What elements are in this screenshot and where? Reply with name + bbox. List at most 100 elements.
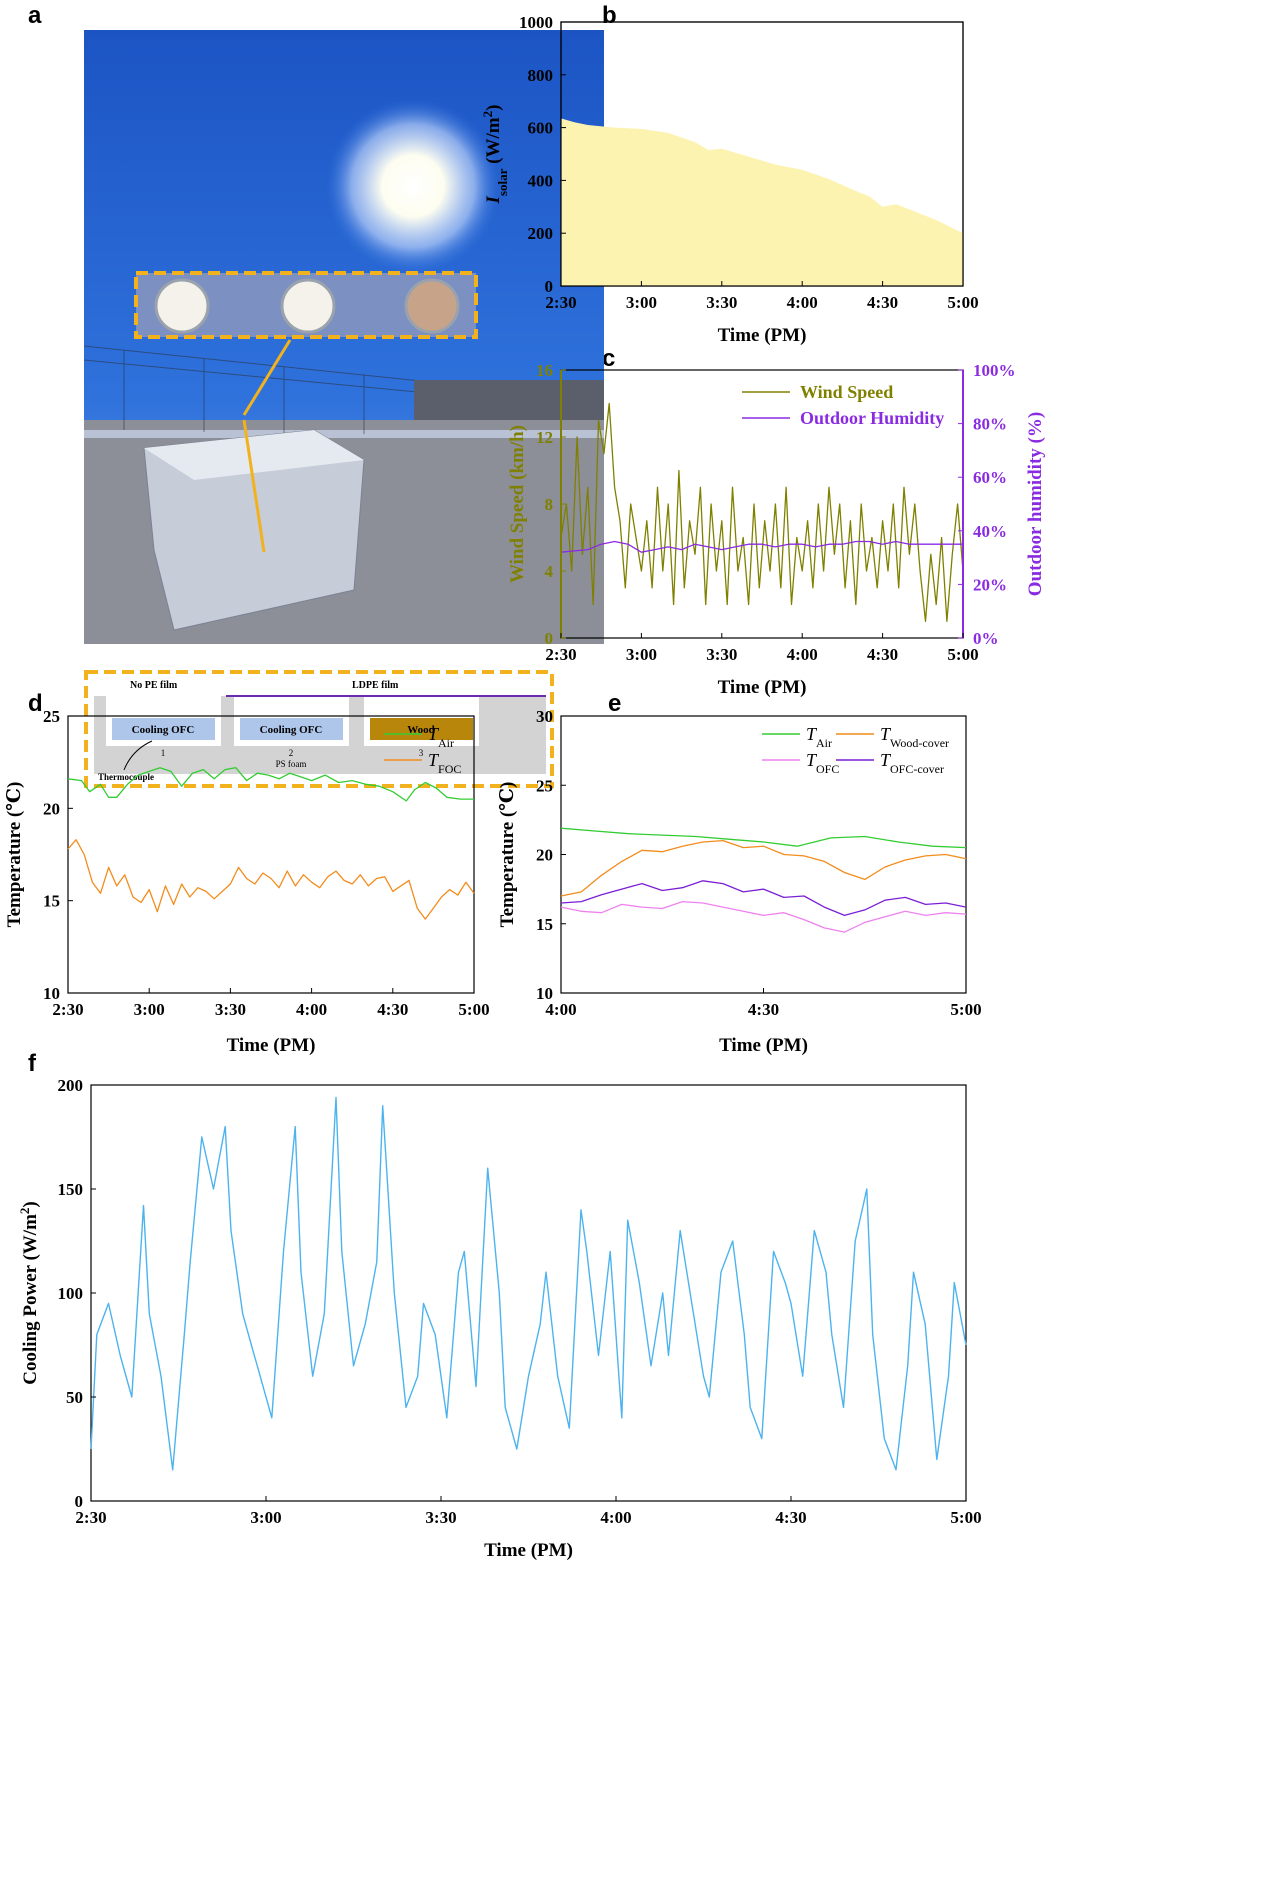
legend-symbol: T — [806, 750, 818, 770]
chart-f: 2:30 3:00 3:30 4:00 4:30 5:00 0 50 100 150 200 Time… — [17, 1076, 982, 1561]
legend-label-humidity: Outdoor Humidity — [800, 408, 944, 428]
y-tick-label-e: 10 — [536, 984, 553, 1003]
x-axis-label-f: Time (PM) — [484, 1540, 573, 1561]
plot-frame-c — [560, 369, 964, 639]
wind-speed-line — [560, 402, 964, 622]
thermocouple-label: Thermocouple — [98, 772, 154, 782]
x-tick-label-f: 3:00 — [250, 1508, 281, 1527]
cell-1-label: Cooling OFC — [132, 724, 195, 736]
cell-1-number: 1 — [161, 748, 166, 758]
temperature-line-air — [560, 827, 967, 849]
x-tick-label-c: 3:00 — [626, 645, 657, 664]
cooling-power-line — [90, 1096, 967, 1471]
sample-1 — [154, 278, 210, 334]
y-tick-label-d: 20 — [43, 799, 60, 818]
y-tick-label-d: 15 — [43, 892, 60, 911]
legend-symbol: T — [880, 750, 892, 770]
y-tick-label-f: 100 — [58, 1284, 84, 1303]
plot-frame-f — [90, 1084, 967, 1502]
y-tick-label-f: 200 — [58, 1076, 84, 1095]
sample-highlight-box — [134, 271, 478, 339]
horizon-buildings — [84, 430, 604, 438]
y-tick-label-f: 50 — [66, 1388, 83, 1407]
legend-label-wind: Wind Speed — [800, 382, 893, 402]
y-tick-label-e: 20 — [536, 846, 553, 865]
y-tick-label-c: 60% — [973, 468, 1007, 487]
sample-2 — [280, 278, 336, 334]
cell-3-label: Wood — [407, 724, 435, 736]
y-tick-label-f: 0 — [75, 1492, 84, 1511]
y-tick-label-c: 0% — [973, 629, 999, 648]
y-tick-label-d: 10 — [43, 984, 60, 1003]
legend-subscript: OFC — [816, 762, 839, 776]
x-tick-label-d: 4:00 — [296, 1000, 327, 1019]
x-tick-label-d: 5:00 — [458, 1000, 489, 1019]
x-tick-label-e: 4:30 — [748, 1000, 779, 1019]
y-axis-label-d: Temperature (℃) — [4, 782, 25, 928]
x-tick-label-b: 3:00 — [626, 293, 657, 312]
x-tick-label-c: 4:00 — [787, 645, 818, 664]
background-building — [414, 380, 604, 420]
humidity-line — [560, 540, 963, 553]
x-tick-label-e: 5:00 — [950, 1000, 981, 1019]
plot-frame-b — [560, 21, 964, 287]
legend-symbol: T — [806, 724, 818, 744]
panel-letter-e: e — [608, 690, 622, 717]
panel-letter-b: b — [602, 2, 617, 29]
y-tick-label-d: 25 — [43, 707, 60, 726]
legend-subscript: OFC-cover — [890, 762, 944, 776]
setup-schematic-svg: No PE film LDPE film Cooling OFC Cooling… — [84, 670, 554, 788]
x-axis-label-c: Time (PM) — [718, 677, 807, 698]
x-tick-label-d: 3:00 — [134, 1000, 165, 1019]
x-axis-label-b: Time (PM) — [718, 325, 807, 346]
rooftop-photo-illustration — [84, 30, 604, 644]
y-axis-label-part: ) — [20, 1201, 41, 1207]
ps-foam-label: PS foam — [276, 759, 307, 769]
y-tick-label-e: 15 — [536, 915, 553, 934]
x-tick-label-b: 3:30 — [706, 293, 737, 312]
x-tick-label-f: 3:30 — [425, 1508, 456, 1527]
box-top — [144, 430, 364, 480]
x-tick-label-b: 5:00 — [947, 293, 978, 312]
x-tick-label-e: 4:00 — [545, 1000, 576, 1019]
y-tick-label-c: 40% — [973, 522, 1007, 541]
panel-letter-c: c — [602, 345, 616, 372]
y-axis-label-part: 2 — [17, 1208, 32, 1215]
pointer-line-2 — [242, 419, 266, 553]
x-tick-label-c: 2:30 — [545, 645, 576, 664]
legend-label-ofc-cover: TOFC-cover — [880, 750, 944, 776]
x-tick-label-f: 4:30 — [775, 1508, 806, 1527]
x-tick-label-d: 4:30 — [377, 1000, 408, 1019]
y-tick-label-c: 20% — [973, 575, 1007, 594]
x-tick-label-b: 4:00 — [787, 293, 818, 312]
rooftop-photo — [84, 30, 604, 644]
legend-subscript: Wood-cover — [890, 736, 949, 750]
y-tick-label-c: 100% — [973, 361, 1016, 380]
plot-frame-e — [560, 715, 967, 994]
x-tick-label-c: 5:00 — [947, 645, 978, 664]
sample-3-wood — [404, 278, 460, 334]
x-tick-label-f: 5:00 — [950, 1508, 981, 1527]
x-tick-label-d: 3:30 — [215, 1000, 246, 1019]
setup-schematic: No PE film LDPE film Cooling OFC Cooling… — [84, 670, 554, 788]
temperature-line-foc — [67, 839, 475, 920]
x-tick-label-f: 2:30 — [75, 1508, 106, 1527]
legend-label-ofc: TOFC — [806, 750, 839, 776]
cell-3-number: 3 — [419, 748, 424, 758]
y-axis-label-f: Cooling Power (W/m2) — [17, 1201, 42, 1384]
panel-letter-d: d — [28, 690, 43, 717]
pointer-line-1 — [242, 339, 292, 416]
x-tick-label-c: 4:30 — [867, 645, 898, 664]
panel-letter-a: a — [28, 2, 42, 29]
x-tick-label-b: 4:30 — [867, 293, 898, 312]
y-axis-label-e: Temperature (℃) — [497, 782, 518, 928]
y-tick-label-c: 80% — [973, 415, 1007, 434]
y-tick-label-f: 150 — [58, 1180, 84, 1199]
cell-2-label: Cooling OFC — [260, 724, 323, 736]
legend-label-air: TAir — [806, 724, 832, 750]
temperature-line-wood-cover — [560, 839, 967, 897]
panel-letter-f: f — [28, 1050, 36, 1077]
ldpe-label: LDPE film — [352, 680, 399, 691]
legend-label-wood-cover: TWood-cover — [880, 724, 949, 750]
